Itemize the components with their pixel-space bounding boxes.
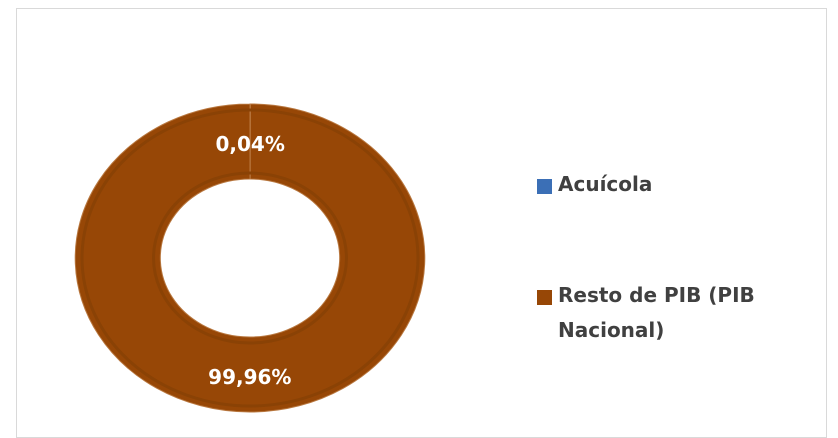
plot: 0,04% 99,96% xyxy=(0,0,838,422)
legend-item: Acuícola xyxy=(537,173,798,202)
chart: 0,04% 99,96% Acuícola Resto de PIB (PIB Na… xyxy=(0,0,838,422)
data-label: 99,96% xyxy=(208,365,291,389)
legend-swatch xyxy=(537,290,552,305)
legend-label: Acuícola xyxy=(558,167,798,202)
data-label: 0,04% xyxy=(215,132,284,156)
inner-rim xyxy=(154,173,347,343)
legend-item: Resto de PIB (PIB Nacional) xyxy=(537,284,798,348)
legend-label: Resto de PIB (PIB Nacional) xyxy=(558,278,798,348)
legend-swatch xyxy=(537,179,552,194)
